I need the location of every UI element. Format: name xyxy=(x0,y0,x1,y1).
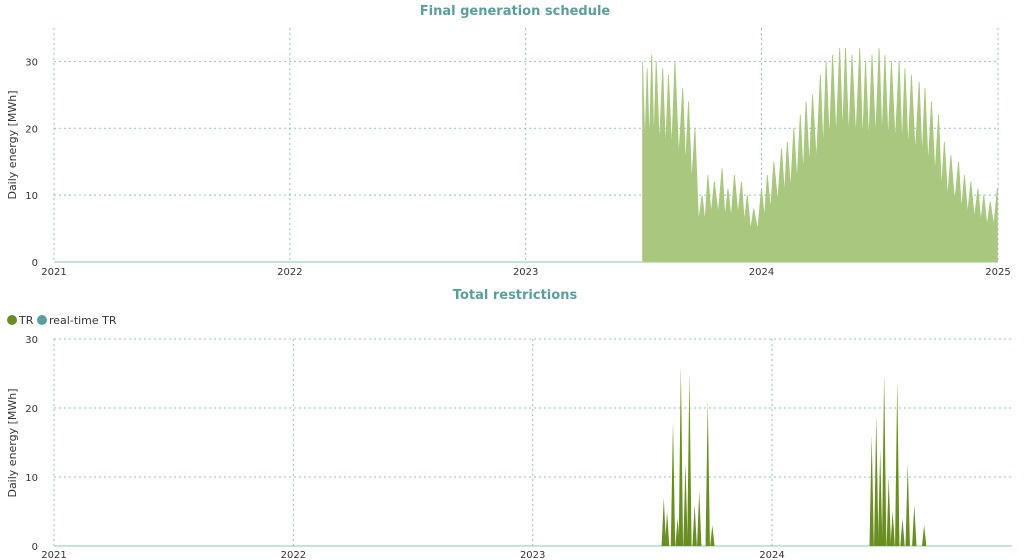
chart1-x-ticks: 2021 2022 2023 2024 2025 xyxy=(41,267,1010,278)
chart1-x-tick-label: 2021 xyxy=(41,267,66,278)
chart2-spike-tr xyxy=(687,373,692,546)
chart2-spike-tr xyxy=(869,435,874,546)
chart2-spike-tr xyxy=(661,497,667,546)
chart1-x-tick-label: 2025 xyxy=(985,267,1010,278)
legend-label-real-time-tr[interactable]: real-time TR xyxy=(49,314,117,327)
chart1-area-series xyxy=(642,48,998,263)
chart2-spike-tr xyxy=(905,463,910,546)
chart1-title: Final generation schedule xyxy=(420,4,611,19)
legend-marker-real-time-tr[interactable] xyxy=(37,315,47,325)
chart1-x-tick-label: 2023 xyxy=(513,267,538,278)
chart2-ylabel: Daily energy [MWh] xyxy=(6,388,19,497)
legend-marker-tr[interactable] xyxy=(7,315,17,325)
chart1-x-tick-label: 2022 xyxy=(277,267,302,278)
chart2-y-tick-label: 30 xyxy=(25,335,38,346)
chart-final-generation-schedule: Final generation schedule Daily energy [… xyxy=(6,4,1011,278)
chart2-spike-tr xyxy=(895,380,900,546)
chart2-title: Total restrictions xyxy=(453,288,578,303)
chart2-spike-tr xyxy=(900,518,905,546)
chart2-y-tick-label: 0 xyxy=(32,542,38,553)
chart2-spike-tr xyxy=(878,449,883,546)
chart2-spike-tr xyxy=(664,511,670,546)
chart-total-restrictions: Total restrictions TR real-time TR Daily… xyxy=(6,288,1012,560)
chart2-spike-tr xyxy=(710,525,715,546)
chart2-y-ticks: 0 10 20 30 xyxy=(25,335,38,553)
chart2-y-tick-label: 10 xyxy=(25,473,38,484)
chart2-series xyxy=(661,366,927,546)
chart2-x-tick-label: 2022 xyxy=(281,550,306,560)
chart2-spike-tr xyxy=(890,511,895,546)
chart2-y-tick-label: 20 xyxy=(25,404,38,415)
chart2-legend[interactable]: TR real-time TR xyxy=(7,314,117,327)
chart2-spike-tr xyxy=(874,414,879,546)
chart1-y-tick-label: 0 xyxy=(32,258,38,269)
chart1-y-tick-label: 10 xyxy=(25,191,38,202)
chart2-grid xyxy=(53,338,1012,547)
chart2-spike-tr xyxy=(678,366,684,546)
legend-label-tr[interactable]: TR xyxy=(18,314,34,327)
chart2-spike-tr xyxy=(683,463,688,546)
chart2-x-ticks: 2021 2022 2023 2024 xyxy=(41,550,784,560)
chart2-spike-tr xyxy=(886,477,891,546)
chart2-spike-tr xyxy=(670,421,676,546)
chart1-series xyxy=(642,48,998,263)
chart2-spike-tr xyxy=(705,401,710,546)
chart2-x-tick-label: 2023 xyxy=(520,550,545,560)
chart1-y-tick-label: 30 xyxy=(25,57,38,68)
chart2-x-tick-label: 2024 xyxy=(759,550,784,560)
chart2-spike-tr xyxy=(697,490,702,546)
chart2-spike-tr xyxy=(921,525,927,546)
chart2-spike-tr xyxy=(912,504,917,546)
chart1-ylabel: Daily energy [MWh] xyxy=(6,90,19,199)
chart1-x-tick-label: 2024 xyxy=(749,267,774,278)
chart2-spike-tr xyxy=(881,373,887,546)
chart2-spike-tr xyxy=(675,518,680,546)
chart2-x-tick-label: 2021 xyxy=(41,550,66,560)
chart1-y-tick-label: 20 xyxy=(25,124,38,135)
chart2-spike-tr xyxy=(692,504,697,546)
chart1-y-ticks: 0 10 20 30 xyxy=(25,57,38,269)
